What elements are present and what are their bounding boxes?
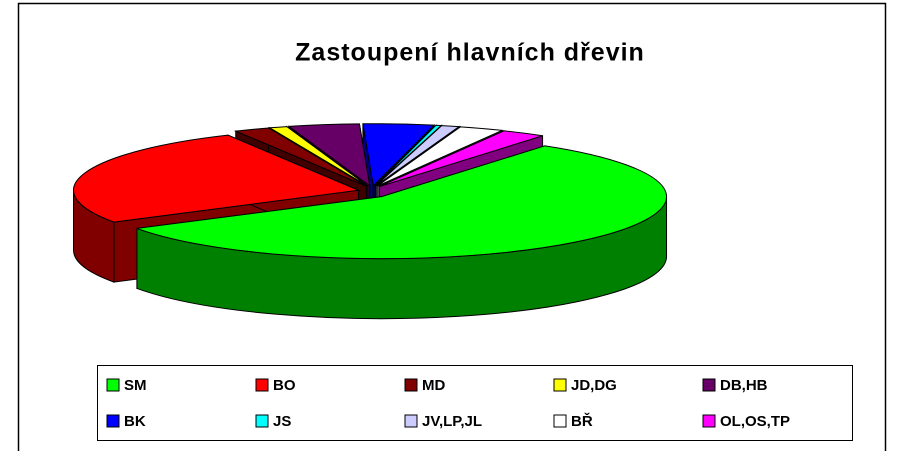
legend-label: SM <box>124 377 147 394</box>
legend <box>97 365 853 441</box>
legend-label: JV,LP,JL <box>422 413 482 430</box>
legend-label: OL,OS,TP <box>720 413 790 430</box>
legend-label: MD <box>422 377 445 394</box>
legend-label: JD,DG <box>571 377 617 394</box>
legend-swatch <box>106 378 120 392</box>
legend-items: SM BO MD JD,DG DB,HB BK JS JV,LP,JL BŘ OL,OS,TP <box>106 377 790 430</box>
slice-group <box>136 145 668 320</box>
legend-swatch <box>404 378 418 392</box>
legend-swatch <box>702 378 716 392</box>
legend-swatch <box>255 414 269 428</box>
legend-swatch <box>106 414 120 428</box>
legend-label: DB,HB <box>720 377 768 394</box>
chart-frame <box>17 2 887 451</box>
legend-swatch <box>255 378 269 392</box>
pie <box>73 123 668 320</box>
legend-swatch <box>702 414 716 428</box>
legend-swatch <box>404 414 418 428</box>
slice <box>375 125 461 187</box>
slice <box>362 123 436 187</box>
slice <box>376 126 504 187</box>
slice <box>378 130 543 188</box>
legend-label: BO <box>273 377 296 394</box>
legend-label: BŘ <box>571 412 593 430</box>
slice <box>136 145 668 260</box>
slice <box>268 126 368 187</box>
legend-label: BK <box>124 413 146 430</box>
slice <box>73 134 361 223</box>
slice <box>233 127 367 187</box>
legend-swatch <box>553 414 567 428</box>
legend-label: JS <box>273 413 291 430</box>
chart-title: Zastoupení hlavních dřevin <box>295 39 645 67</box>
slice <box>287 123 371 187</box>
legend-swatch <box>553 378 567 392</box>
